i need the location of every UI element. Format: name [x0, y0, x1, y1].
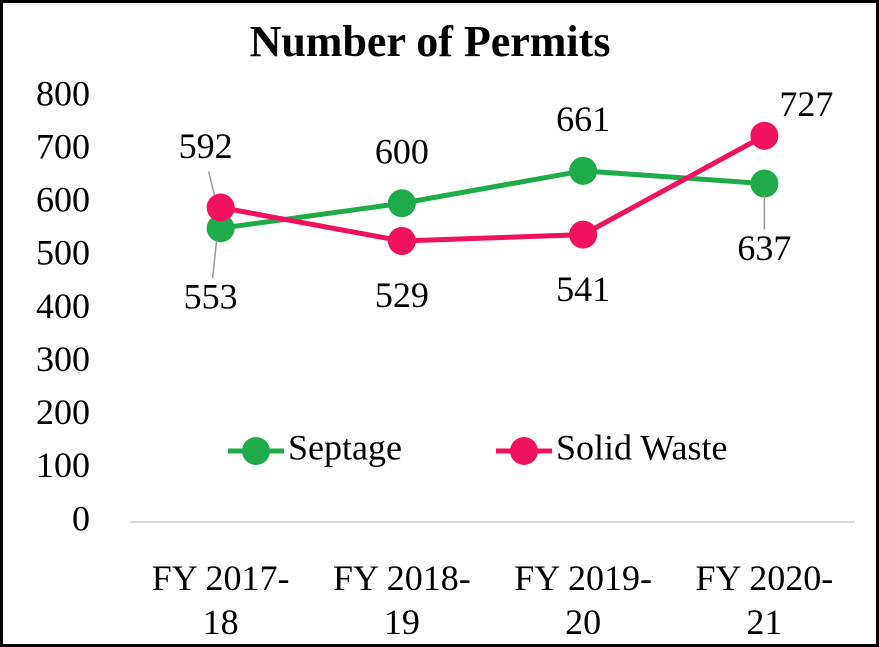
y-tick-label: 400: [36, 286, 90, 326]
point: [206, 214, 235, 243]
legend-label: Solid Waste: [556, 427, 727, 467]
data-label: 529: [375, 275, 429, 315]
point: [750, 121, 779, 150]
legend-marker: [242, 437, 270, 465]
y-tick-label: 600: [36, 180, 90, 220]
y-tick-label: 700: [36, 126, 90, 166]
y-tick-label: 0: [72, 498, 90, 538]
legend-marker: [510, 437, 538, 465]
point: [206, 193, 235, 222]
point: [750, 169, 779, 198]
y-tick-label: 300: [36, 339, 90, 379]
x-tick-label: FY 2017-18: [152, 558, 290, 642]
point: [387, 189, 416, 218]
y-tick-label: 800: [36, 73, 90, 113]
data-label: 661: [556, 99, 610, 139]
series-line: [220, 133, 766, 244]
series-line: [220, 168, 765, 231]
data-label: 600: [375, 132, 429, 172]
point: [569, 156, 598, 185]
x-tick-label: FY 2019-20: [514, 558, 652, 642]
y-tick-label: 500: [36, 233, 90, 273]
data-label: 592: [179, 126, 233, 166]
data-label: 553: [184, 276, 238, 316]
leader-line: [211, 240, 218, 279]
chart-title: Number of Permits: [250, 17, 611, 66]
leader-line: [207, 171, 216, 196]
x-tick-label: FY 2018-19: [333, 558, 471, 642]
y-tick-label: 100: [36, 445, 90, 485]
data-label: 637: [737, 228, 791, 268]
point: [387, 226, 416, 255]
legend-label: Septage: [288, 427, 402, 467]
data-label: 727: [779, 84, 833, 124]
x-tick-label: FY 2020-21: [696, 558, 834, 642]
data-label: 541: [556, 269, 610, 309]
y-tick-label: 200: [36, 392, 90, 432]
point: [569, 220, 598, 249]
